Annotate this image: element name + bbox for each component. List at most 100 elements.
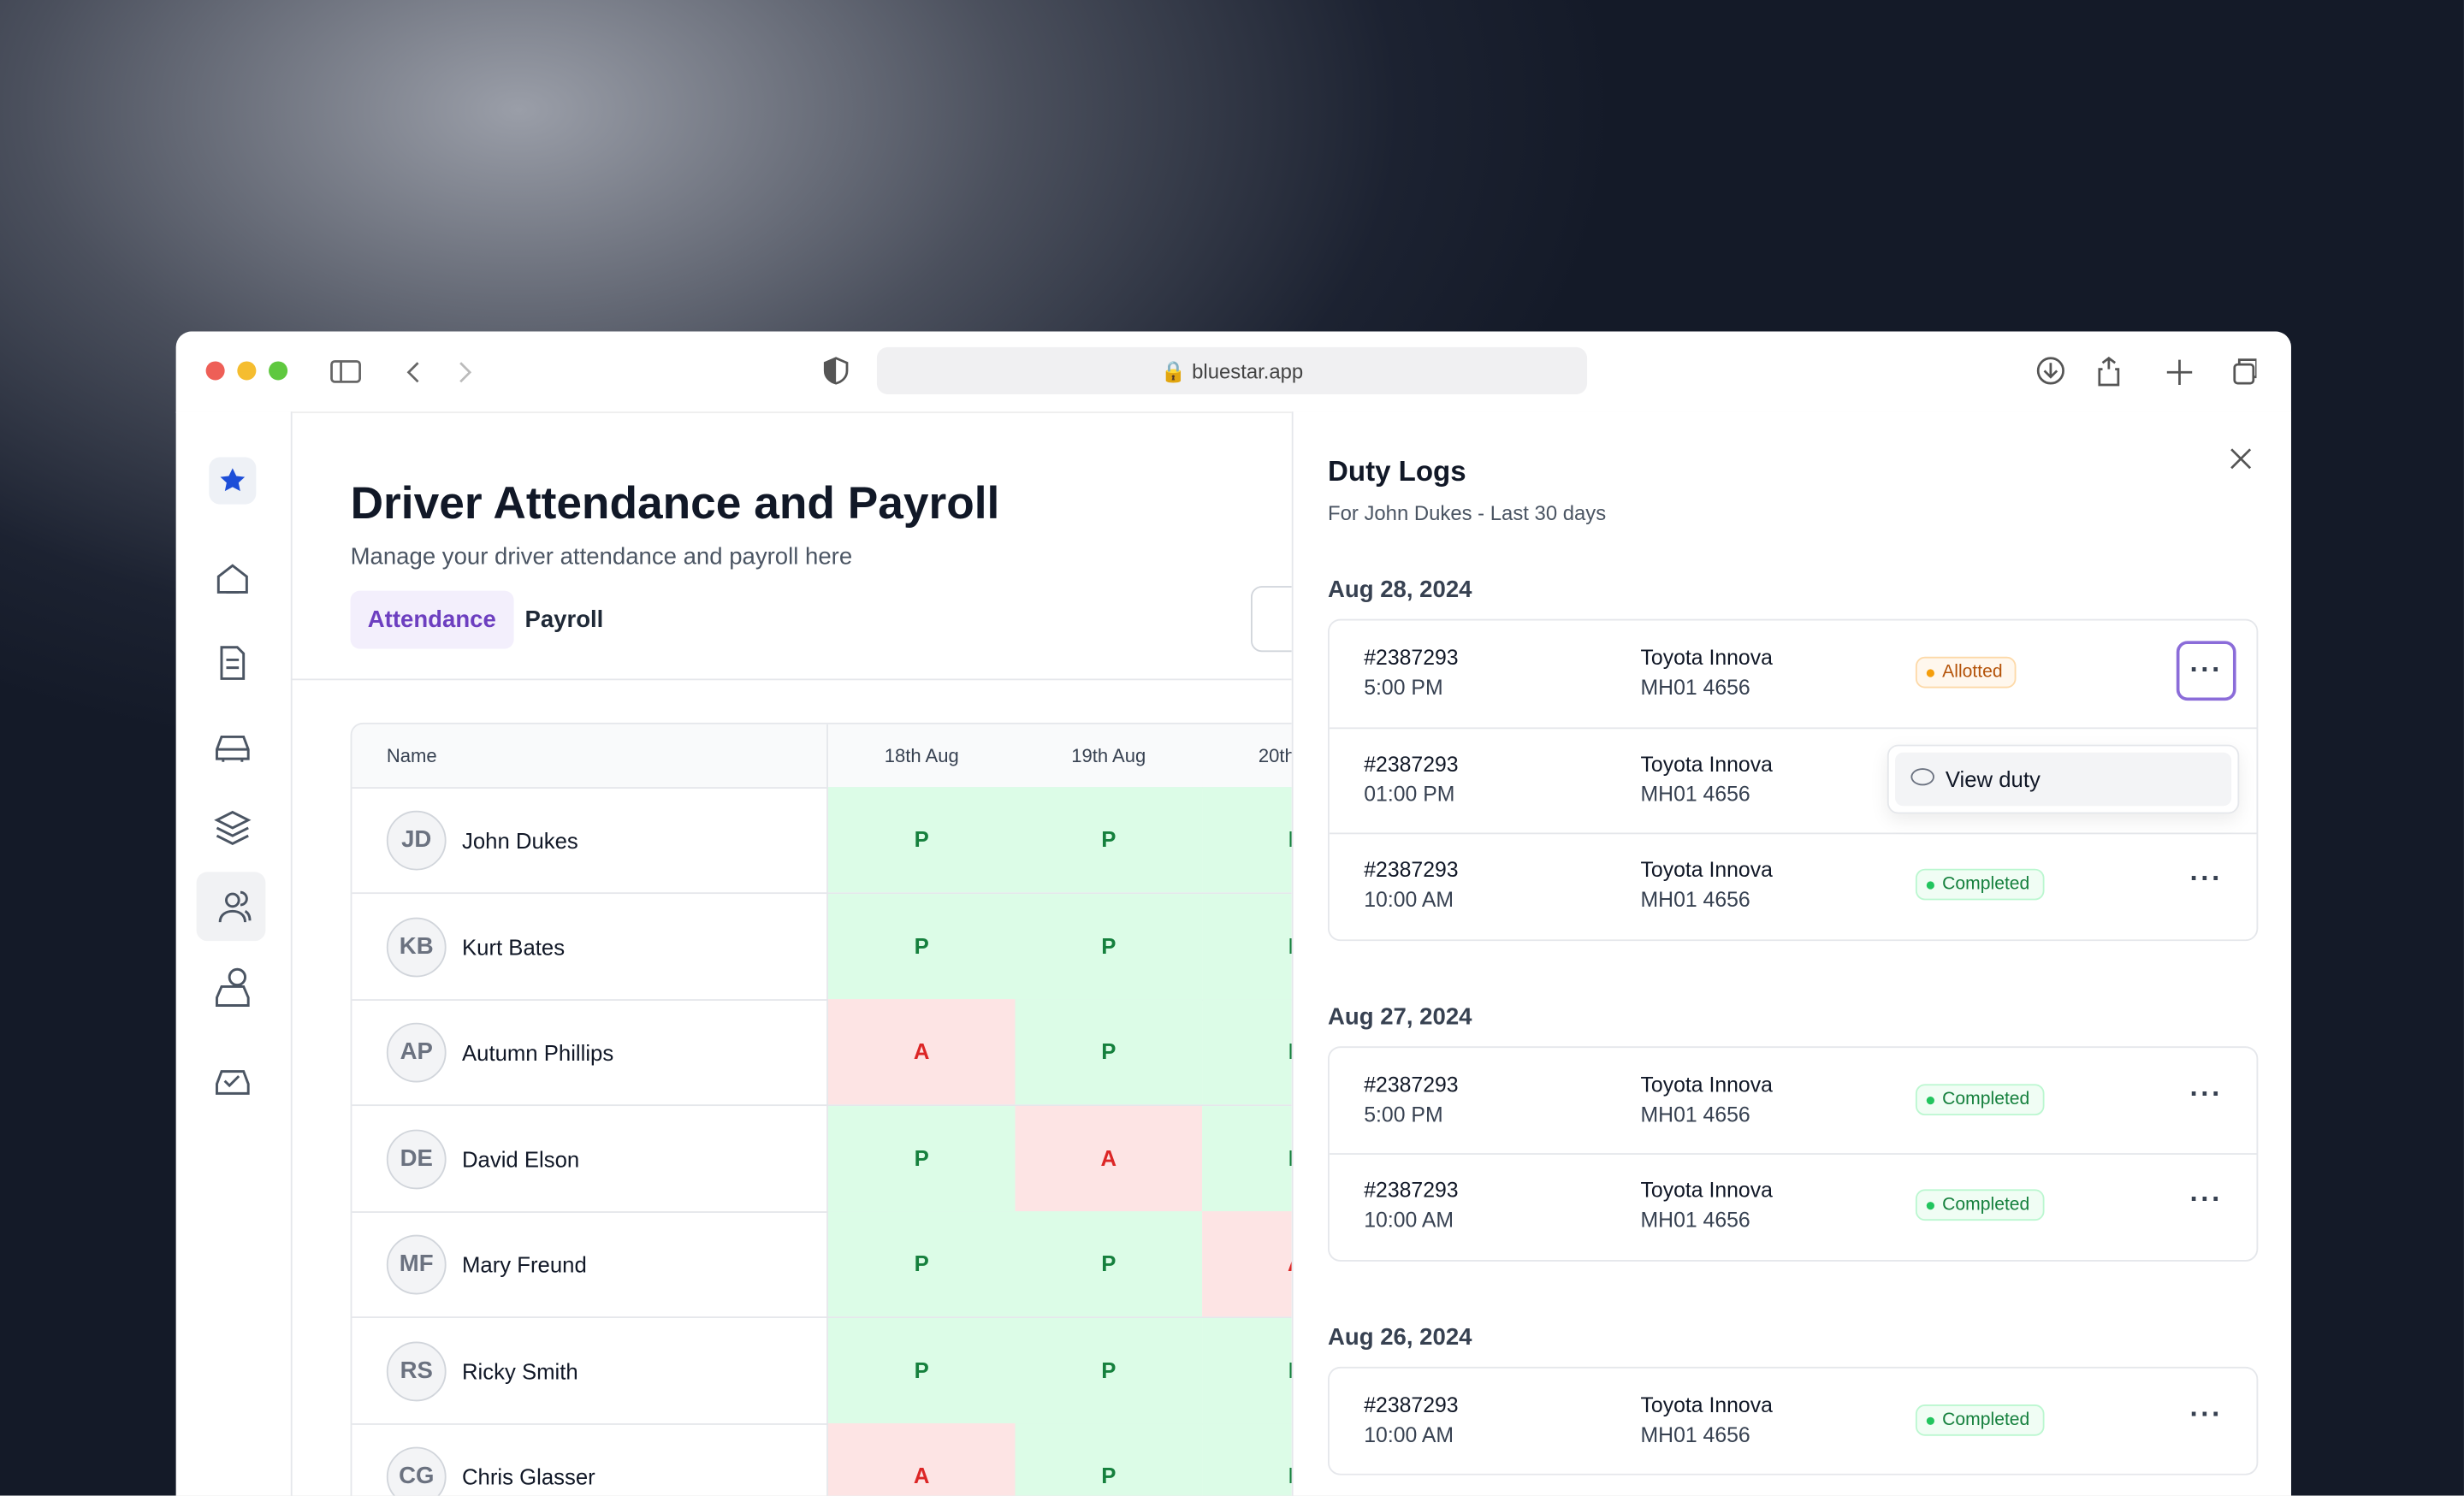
more-button[interactable]: ···	[2189, 1397, 2223, 1429]
plate: MH01 4656	[1640, 675, 1750, 700]
status-dot	[1926, 1416, 1934, 1424]
attendance-cell[interactable]: P	[1202, 1423, 1292, 1496]
tab-active[interactable]: Attendance	[350, 590, 514, 649]
column-header: 18th Aug	[884, 744, 959, 767]
attendance-cell[interactable]: P	[1015, 999, 1203, 1105]
vehicle: Toyota Innova	[1640, 857, 1773, 882]
attendance-cell[interactable]: P	[827, 1317, 1016, 1423]
more-button[interactable]: ···	[2189, 1183, 2223, 1215]
more-button[interactable]: ···	[2176, 641, 2236, 701]
status-badge: Completed	[1915, 1404, 2044, 1435]
browser-window: 🔒 bluestar.app Driver Attendance and Pay…	[175, 331, 2291, 1496]
duty-id: #2387293	[1364, 1393, 1459, 1416]
avatar: KB	[386, 916, 447, 977]
driver-name[interactable]: Chris Glasser	[461, 1463, 595, 1490]
tab[interactable]: Payroll	[524, 606, 604, 634]
attendance-cell[interactable]: P	[827, 1105, 1016, 1211]
duty-card: #2387293 5:00 PM Toyota Innova MH01 4656 Com…	[1328, 1045, 2259, 1261]
attendance-cell[interactable]: P	[1202, 1105, 1292, 1211]
duty-id: #2387293	[1364, 645, 1459, 670]
url-text: bluestar.app	[1192, 359, 1304, 384]
avatar: DE	[386, 1128, 447, 1189]
address-bar[interactable]: 🔒 bluestar.app	[876, 346, 1588, 395]
attendance-cell[interactable]: P	[1015, 1317, 1203, 1423]
plate: MH01 4656	[1640, 1208, 1750, 1232]
duty-time: 10:00 AM	[1364, 1422, 1454, 1446]
more-button[interactable]: ···	[2189, 862, 2223, 895]
duty-logs-panel: Duty Logs For John Dukes - Last 30 days …	[1291, 411, 2291, 1496]
attendance-cell[interactable]: A	[1015, 1105, 1203, 1211]
duty-time: 5:00 PM	[1364, 1102, 1443, 1126]
page-title: Driver Attendance and Payroll	[350, 479, 1000, 529]
row-divider	[1329, 726, 2257, 729]
status-dot	[1926, 669, 1934, 677]
window-controls[interactable]	[204, 360, 299, 382]
duty-time: 10:00 AM	[1364, 887, 1454, 912]
nav-buttons[interactable]	[330, 357, 488, 388]
date-heading: Aug 26, 2024	[1328, 1323, 1472, 1351]
search-box[interactable]	[1251, 586, 1292, 653]
row-divider	[352, 1104, 1292, 1107]
panel-title: Duty Logs	[1328, 455, 1466, 488]
close-button[interactable]	[2230, 447, 2252, 470]
attendance-cell[interactable]: P	[827, 1211, 1016, 1317]
attendance-cell[interactable]: P	[1015, 1211, 1203, 1317]
row-divider	[352, 1210, 1292, 1213]
table-header-bg	[352, 724, 1292, 789]
avatar: JD	[386, 810, 447, 871]
logo[interactable]	[209, 457, 257, 505]
row-divider	[352, 892, 1292, 895]
attendance-cell[interactable]: P	[1202, 893, 1292, 999]
column-divider	[826, 724, 828, 1496]
page-subtitle: Manage your driver attendance and payrol…	[350, 543, 853, 571]
driver-name[interactable]: Kurt Bates	[461, 933, 566, 960]
duty-id: #2387293	[1364, 751, 1459, 776]
attendance-cell[interactable]: A	[827, 1423, 1016, 1496]
nav-icons[interactable]	[214, 561, 252, 1095]
column-header: 20th Aug	[1258, 744, 1292, 767]
status-dot	[1926, 1202, 1934, 1210]
dropdown-menu: View duty	[1886, 744, 2240, 814]
url: 🔒 bluestar.app	[1160, 359, 1304, 384]
shield-icon[interactable]	[823, 357, 849, 385]
duty-id: #2387293	[1364, 1178, 1459, 1203]
duty-time: 10:00 AM	[1364, 1208, 1454, 1232]
main-content: Driver Attendance and Payroll Manage you…	[290, 411, 1292, 1496]
status-badge: Completed	[1915, 868, 2044, 901]
attendance-cell[interactable]: P	[1202, 1317, 1292, 1423]
attendance-cell[interactable]: P	[1202, 999, 1292, 1105]
toolbar-actions[interactable]	[2036, 357, 2257, 388]
vehicle: Toyota Innova	[1640, 645, 1773, 670]
toolbar: 🔒 bluestar.app	[175, 331, 2291, 414]
menu-item[interactable]: View duty	[1895, 752, 2232, 807]
driver-name[interactable]: John Dukes	[461, 827, 578, 854]
avatar: CG	[386, 1446, 447, 1496]
status-dot	[1926, 881, 1934, 890]
date-heading: Aug 28, 2024	[1328, 577, 1472, 604]
attendance-cell[interactable]: P	[827, 787, 1016, 893]
more-button[interactable]: ···	[2189, 1077, 2223, 1109]
attendance-cell[interactable]: P	[1015, 893, 1203, 999]
vehicle: Toyota Innova	[1640, 751, 1773, 776]
driver-name[interactable]: Ricky Smith	[461, 1357, 578, 1384]
row-divider	[352, 998, 1292, 1001]
driver-name[interactable]: Autumn Phillips	[461, 1039, 614, 1066]
attendance-cell[interactable]: P	[827, 893, 1016, 999]
avatar: MF	[386, 1234, 447, 1295]
date-heading: Aug 27, 2024	[1328, 1002, 1472, 1030]
plate: MH01 4656	[1640, 887, 1750, 912]
status-badge: Allotted	[1915, 656, 2017, 689]
duty-card: #2387293 10:00 AM Toyota Innova MH01 4656 Co…	[1328, 1366, 2259, 1475]
attendance-cell[interactable]: A	[1202, 1211, 1292, 1317]
attendance-cell[interactable]: P	[1202, 787, 1292, 893]
driver-name[interactable]: Mary Freund	[461, 1251, 587, 1278]
driver-name[interactable]: David Elson	[461, 1145, 580, 1172]
attendance-cell[interactable]: A	[827, 999, 1016, 1105]
avatar: RS	[386, 1340, 447, 1401]
attendance-cell[interactable]: P	[1015, 1423, 1203, 1496]
attendance-table: Name 18th Aug 19th Aug 20th Aug JD John Dukes…	[350, 722, 1292, 1496]
plate: MH01 4656	[1640, 781, 1750, 806]
attendance-cell[interactable]: P	[1015, 787, 1203, 893]
column-header: 19th Aug	[1071, 744, 1146, 767]
plate: MH01 4656	[1640, 1422, 1750, 1446]
